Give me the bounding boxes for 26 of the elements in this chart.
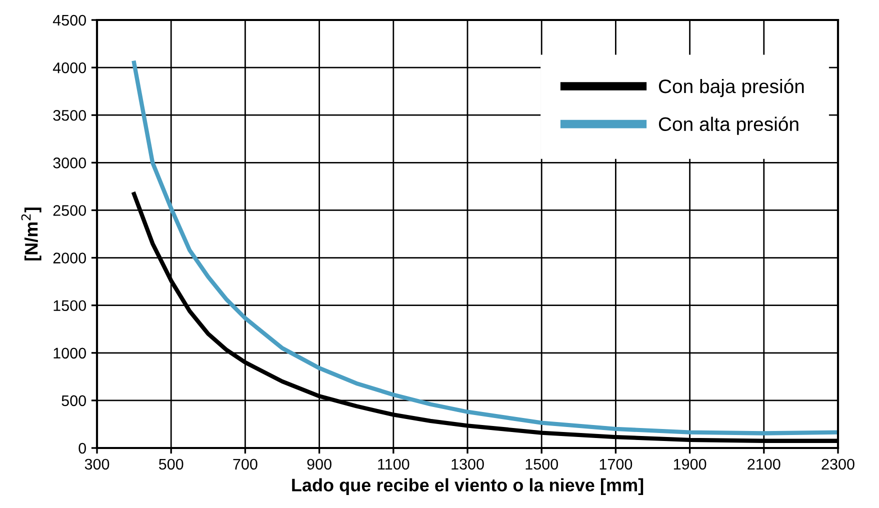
y-tick-label: 2000 [53,252,86,264]
y-tick-label: 1500 [54,300,86,312]
x-tick-label: 1700 [600,458,632,470]
y-tick-label: 2500 [53,205,86,216]
y-tick-label: 500 [62,395,86,406]
y-tick-label: 0 [78,442,86,454]
legend-label: Con baja presión [658,78,804,98]
y-tick-label: 1000 [54,348,86,359]
y-tick-label: 3000 [53,158,86,168]
y-tick-label: 3500 [53,110,86,121]
x-tick-label: 1300 [452,458,484,470]
x-tick-label: 500 [158,458,184,470]
x-tick-label: 1500 [526,458,558,470]
line-series [132,60,838,436]
legend-label: Con alta presión [658,116,798,135]
x-tick-label: 1900 [674,458,706,470]
x-tick-label: 300 [84,458,110,470]
x-tick-label: 900 [307,458,332,470]
y-axis-title: [N/m$^{2}$] [21,208,42,260]
y-tick-label: 4000 [52,62,86,74]
x-tick-label: 700 [233,458,258,470]
x-tick-label: 2100 [748,458,780,470]
x-tick-label: 1100 [378,458,410,470]
x-tick-label: 2300 [822,458,854,470]
y-tick-label: 4500 [52,14,86,26]
x-axis-title: Lado que recibe el viento o la nieve [mm] [292,478,644,496]
